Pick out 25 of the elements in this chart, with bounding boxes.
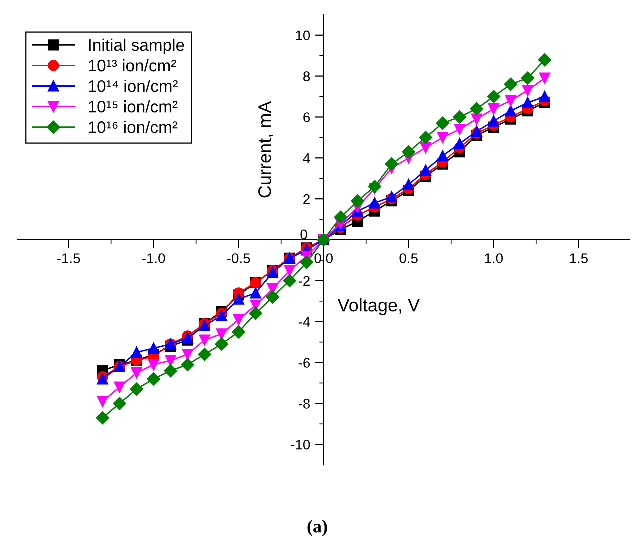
y-tick-label: 6 xyxy=(304,112,310,122)
y-tick-label: -6 xyxy=(298,358,310,368)
legend-label: Initial sample xyxy=(89,38,184,54)
x-tick-label: 0.5 xyxy=(400,254,418,264)
y-tick-label: 0 xyxy=(300,230,308,240)
x-tick-label: 1.0 xyxy=(485,254,503,264)
y-tick-label: -2 xyxy=(298,276,310,286)
y-tick-label: 10 xyxy=(296,30,310,41)
legend-label: 10¹³ ion/cm² xyxy=(89,59,176,72)
legend-label: 10¹⁵ ion/cm² xyxy=(89,100,178,113)
y-tick-label: -8 xyxy=(298,399,310,409)
y-tick-label: 2 xyxy=(304,194,310,204)
y-tick-label: -10 xyxy=(291,440,310,450)
y-tick-label: 4 xyxy=(303,154,310,164)
legend-label: 10¹⁴ ion/cm² xyxy=(89,80,178,92)
x-axis-title: Voltage, V xyxy=(338,298,420,316)
x-tick-label: 1.5 xyxy=(570,254,588,264)
x-tick-label: -1.0 xyxy=(142,254,166,264)
text: (a) xyxy=(308,520,328,536)
y-tick-label: 8 xyxy=(304,72,310,82)
y-axis-title: Current, mA xyxy=(258,101,274,198)
x-tick-label: -1.5 xyxy=(57,254,80,264)
x-tick-label: -0.5 xyxy=(227,254,250,264)
y-tick-label: -4 xyxy=(298,317,310,327)
legend-label: 10¹⁶ ion/cm² xyxy=(89,121,178,134)
